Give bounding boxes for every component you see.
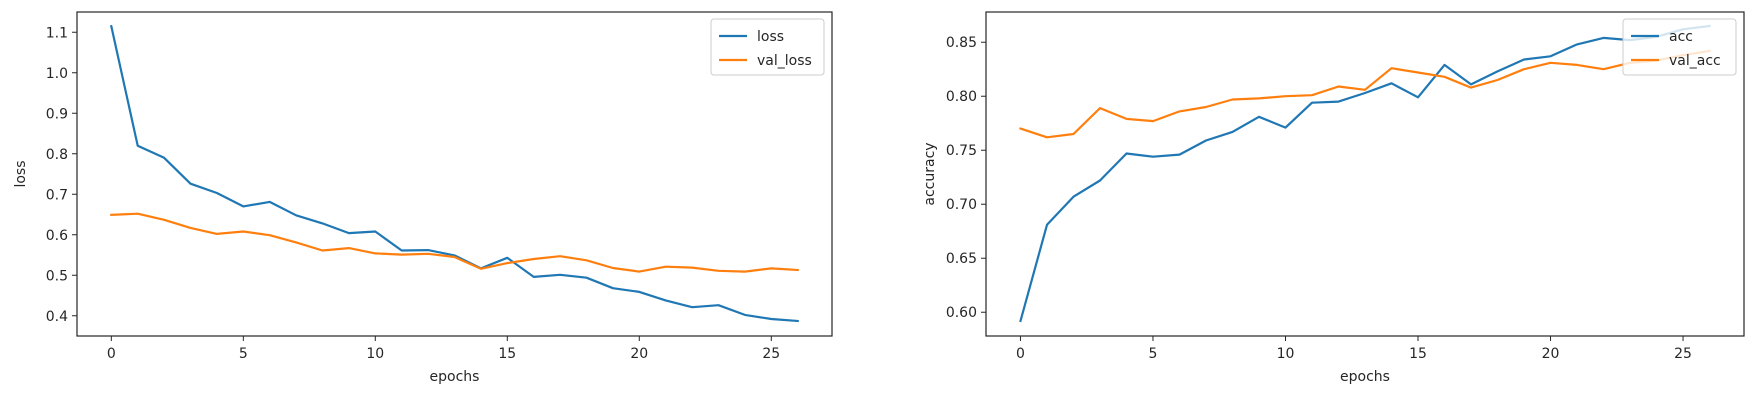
legend-label-acc: acc [1669,29,1693,45]
y-tick-label: 0.75 [946,143,977,159]
x-tick-label: 5 [1149,346,1158,362]
legend-label-val_acc: val_acc [1669,53,1721,69]
y-tick-label: 0.8 [46,147,68,163]
y-tick-label: 0.5 [46,268,68,284]
x-axis-label: epochs [430,369,480,385]
series-line-val_acc [1019,49,1711,139]
legend: acc val_acc [1622,18,1737,76]
y-tick-label: 1.0 [46,66,68,82]
x-tick-label: 25 [762,346,780,362]
x-tick-label: 15 [498,346,516,362]
x-tick-label: 0 [1016,346,1025,362]
y-tick-label: 0.85 [946,35,977,51]
x-tick-label: 0 [107,346,116,362]
chart-panel-2: 0 5 10 15 20 25 0.60 0.65 0.70 0.75 0.80 0.85 epochs… [922,11,1745,385]
plot-frame [985,11,1745,337]
x-tick-label: 5 [239,346,248,362]
y-tick-label: 0.65 [946,251,977,267]
y-tick-label: 0.70 [946,197,977,213]
x-tick-label: 20 [630,346,648,362]
plot-frame [76,11,833,337]
x-axis-label: epochs [1340,369,1390,385]
x-tick-label: 25 [1674,346,1692,362]
y-axis-label: loss [13,160,29,187]
legend-label-val_loss: val_loss [757,53,812,69]
y-tick-label: 0.80 [946,89,977,105]
x-tick-label: 15 [1409,346,1427,362]
series-line-acc [1019,24,1711,323]
x-tick-label: 20 [1542,346,1560,362]
y-axis-label: accuracy [922,142,938,205]
legend: loss val_loss [710,18,825,76]
legend-label-loss: loss [757,29,784,45]
y-tick-label: 0.6 [46,228,68,244]
y-tick-label: 0.9 [46,106,68,122]
y-tick-label: 0.60 [946,305,977,321]
series-line-loss [109,24,799,323]
series-line-val_loss [110,212,799,273]
x-tick-label: 10 [1277,346,1295,362]
y-tick-label: 0.7 [46,187,68,203]
y-tick-label: 1.1 [46,25,68,41]
y-tick-label: 0.4 [46,309,68,325]
chart-panel-1: 0 5 10 15 20 25 0.4 0.5 0.6 0.7 0.8 0.9 1.0 1.1 epochs… [13,11,833,385]
x-tick-label: 10 [366,346,384,362]
